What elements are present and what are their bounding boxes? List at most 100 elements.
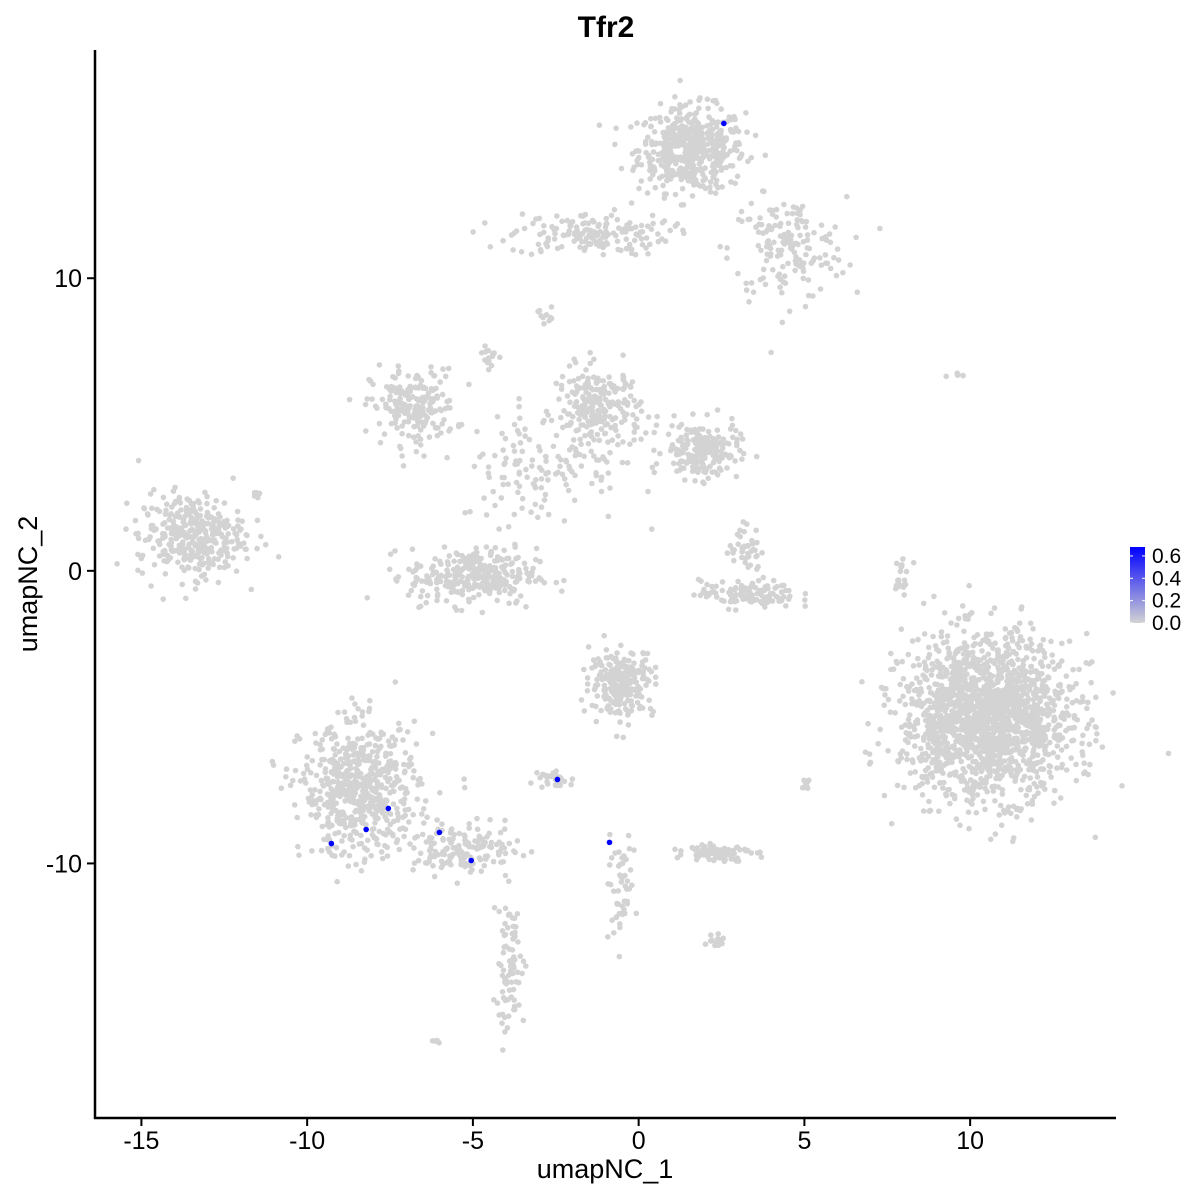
cell-point [892, 710, 898, 716]
cell-point [605, 470, 612, 477]
cell-point [613, 733, 620, 740]
cell-point [191, 528, 198, 535]
cell-point [713, 124, 720, 130]
cell-point [1047, 763, 1054, 770]
cell-point [602, 430, 609, 437]
cell-point [202, 489, 208, 496]
cell-point [638, 694, 645, 700]
cell-point [504, 555, 510, 562]
cell-point [275, 554, 282, 560]
cell-point [1055, 694, 1061, 701]
chart-title: Tfr2 [578, 11, 635, 44]
cell-point [897, 681, 903, 688]
cell-point [392, 737, 399, 743]
cell-point [524, 570, 530, 576]
cell-point [1059, 761, 1066, 768]
cell-point [326, 849, 333, 855]
cell-point [617, 710, 623, 716]
cell-point [292, 738, 298, 744]
cell-point [557, 463, 563, 470]
cell-point [896, 698, 903, 704]
cell-point [785, 596, 792, 602]
cell-point [944, 639, 950, 645]
cell-point [928, 672, 935, 678]
cell-point [1004, 684, 1010, 691]
cell-point [1054, 754, 1061, 760]
cell-point [673, 135, 679, 142]
cell-point [761, 599, 768, 606]
cell-point [719, 441, 726, 448]
cell-point [368, 853, 375, 859]
cell-point [514, 598, 520, 604]
cell-point [725, 606, 732, 613]
cell-point [719, 165, 725, 171]
cell-point [988, 610, 994, 617]
cell-point [617, 405, 624, 412]
cell-point [1007, 767, 1014, 773]
cell-point [476, 591, 482, 598]
cell-point [447, 426, 454, 432]
cell-point [410, 811, 417, 818]
cell-point [319, 737, 326, 743]
cell-point [638, 399, 644, 405]
cell-point [808, 260, 815, 267]
cell-point [571, 356, 577, 363]
cell-point [638, 178, 645, 184]
cell-point [184, 496, 190, 502]
cell-point [295, 843, 301, 850]
cell-point [290, 777, 296, 784]
cell-point [324, 836, 331, 843]
cell-point [187, 509, 194, 515]
cell-point [689, 136, 696, 143]
cell-point [1051, 800, 1057, 806]
cell-point [606, 661, 612, 668]
cell-point [911, 687, 918, 694]
cell-point [700, 136, 707, 143]
cell-point [929, 770, 935, 776]
cell-point [516, 483, 523, 490]
cell-point [402, 750, 409, 756]
cell-point [980, 705, 986, 712]
cell-point [474, 428, 480, 435]
cell-point [516, 395, 522, 402]
cell-point [922, 675, 928, 682]
cell-point [992, 798, 998, 804]
cell-point [921, 659, 928, 665]
cell-point [925, 753, 932, 760]
cell-point [1073, 680, 1079, 687]
cell-point [658, 162, 665, 168]
cell-point [948, 714, 955, 720]
cell-point [1085, 771, 1091, 778]
cell-point [653, 681, 659, 687]
cell-point [488, 550, 495, 556]
cell-point [953, 816, 960, 822]
cell-point [1005, 804, 1012, 810]
cell-point [451, 558, 457, 564]
cell-point [921, 631, 928, 637]
cell-point [737, 591, 743, 598]
cell-point [968, 693, 974, 699]
cell-point [496, 589, 503, 596]
cell-point [1023, 792, 1030, 799]
cell-point [1071, 715, 1078, 721]
cell-point [219, 533, 226, 540]
cell-point [364, 595, 371, 601]
cell-point [972, 736, 979, 743]
cell-point [786, 308, 793, 315]
cell-point [1040, 737, 1046, 744]
cell-point [631, 429, 638, 435]
cell-point [222, 559, 228, 565]
cell-point [704, 411, 710, 418]
cell-point [693, 110, 700, 116]
cell-point [780, 263, 786, 270]
cell-point [717, 453, 724, 460]
cell-point [613, 232, 619, 239]
cell-point [434, 597, 440, 604]
cell-point [551, 226, 557, 233]
cell-point [401, 406, 408, 413]
cell-point [567, 222, 573, 229]
cell-point [522, 433, 528, 439]
cell-point [674, 221, 681, 227]
cell-point [799, 218, 805, 225]
cell-point [444, 568, 451, 574]
